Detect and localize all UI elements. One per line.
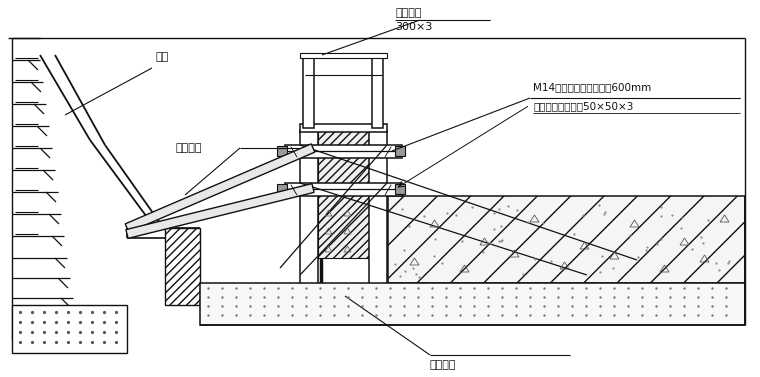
Polygon shape <box>388 196 745 283</box>
Polygon shape <box>165 228 200 305</box>
Text: 止水片双面焊接，50×50×3: 止水片双面焊接，50×50×3 <box>533 101 633 111</box>
Bar <box>12 305 127 353</box>
Bar <box>200 283 745 325</box>
Bar <box>369 130 387 305</box>
Bar <box>277 184 287 194</box>
Bar <box>395 184 405 194</box>
Polygon shape <box>125 144 315 232</box>
Bar <box>395 146 405 156</box>
Polygon shape <box>301 131 317 304</box>
Bar <box>285 145 402 158</box>
Bar <box>300 130 318 305</box>
Text: 300×3: 300×3 <box>395 22 432 32</box>
Bar <box>303 55 314 128</box>
Bar <box>300 53 387 58</box>
Bar <box>285 183 402 196</box>
Polygon shape <box>318 130 369 258</box>
Text: 钢管顶撑: 钢管顶撑 <box>175 143 201 153</box>
Text: M14止水螺杆，纵向间距600mm: M14止水螺杆，纵向间距600mm <box>533 82 651 92</box>
Text: 止水钢板: 止水钢板 <box>395 8 422 18</box>
Bar <box>372 55 383 128</box>
Bar <box>277 146 287 156</box>
Bar <box>300 124 387 132</box>
Text: 钢筋地锚: 钢筋地锚 <box>430 360 457 370</box>
Text: 边坡: 边坡 <box>155 52 168 62</box>
Polygon shape <box>126 184 314 238</box>
Polygon shape <box>370 131 386 304</box>
